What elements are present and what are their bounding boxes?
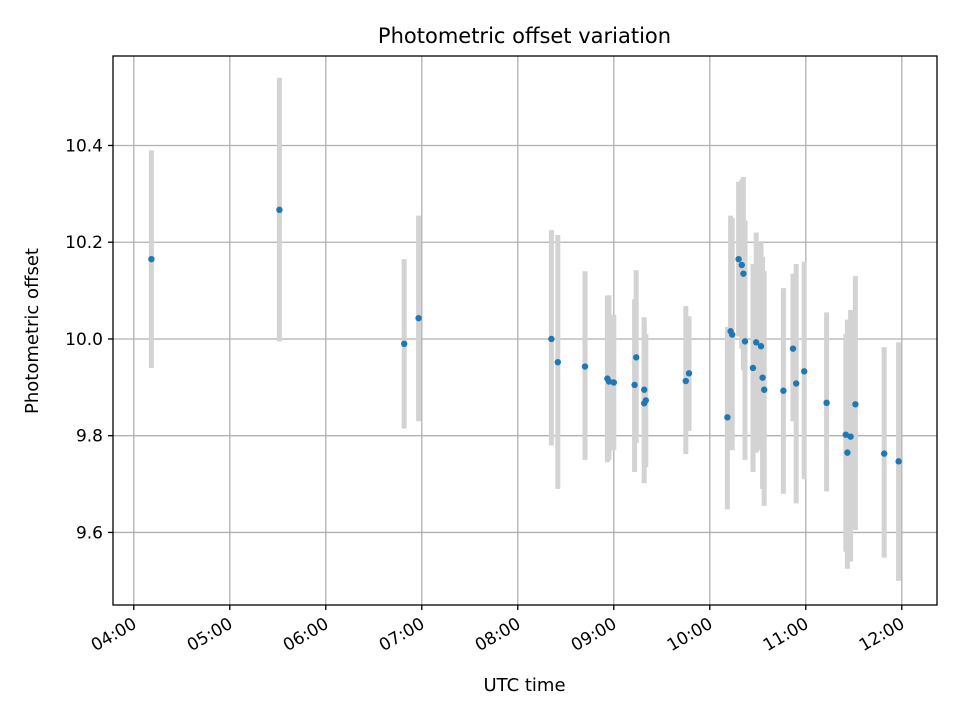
y-axis-label: Photometric offset [22,248,43,414]
data-point [823,399,830,407]
data-point [801,368,808,375]
data-point [761,386,768,393]
axes-frame [112,55,938,606]
data-point [641,386,648,393]
data-point [738,261,745,269]
data-point [847,433,854,440]
data-point [581,363,589,370]
x-axis-label: UTC time [483,675,565,696]
data-point [740,270,747,277]
data-point [682,377,689,385]
data-point [548,335,555,343]
data-point [685,370,693,377]
y-tick-label: 10.4 [65,136,103,156]
data-point [757,343,765,350]
data-point [759,374,766,381]
data-point [724,414,731,421]
data-point [881,450,888,457]
y-tick-label: 10.2 [65,233,103,253]
chart-title: Photometric offset variation [378,24,671,48]
data-point [148,255,155,263]
data-point [895,458,902,465]
data-point [793,380,800,387]
data-point [642,397,649,404]
data-point [415,314,422,322]
data-point [749,364,757,372]
data-point [735,255,742,263]
data-point [844,449,851,456]
y-tick-label: 9.6 [76,523,103,543]
data-point [554,358,561,366]
data-point [741,338,749,345]
data-point [729,331,736,338]
data-point [633,354,640,361]
data-point [276,206,283,214]
y-tick-label: 9.8 [76,427,103,447]
data-point [605,378,613,385]
data-point [631,381,638,389]
y-tick-label: 10.0 [65,330,103,350]
data-point [610,379,617,386]
data-point [401,340,408,348]
data-point [842,431,849,438]
data-point [753,339,760,346]
data-point [780,387,787,394]
data-point [789,345,797,352]
data-point [852,401,859,408]
